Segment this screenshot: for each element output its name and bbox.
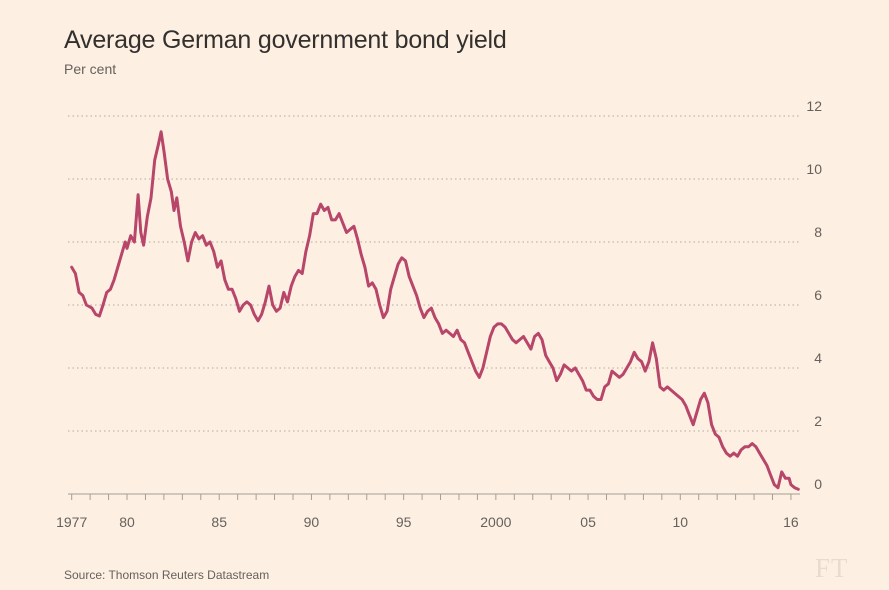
y-tick-label-12: 12 — [806, 98, 822, 114]
x-tick-label-1977: 1977 — [56, 514, 87, 530]
x-tick-label-80: 80 — [119, 514, 135, 530]
x-tick-label-85: 85 — [211, 514, 227, 530]
chart-title: Average German government bond yield — [64, 26, 507, 54]
chart-subtitle: Per cent — [64, 61, 117, 77]
y-tick-label-10: 10 — [806, 161, 822, 177]
y-tick-label-0: 0 — [814, 476, 822, 492]
y-tick-label-6: 6 — [814, 287, 822, 303]
grid — [68, 115, 800, 432]
ft-logo: FT — [815, 553, 849, 583]
x-tick-label-2000: 2000 — [480, 514, 511, 530]
y-tick-label-4: 4 — [814, 350, 822, 366]
source-note: Source: Thomson Reuters Datastream — [64, 568, 270, 582]
series — [70, 130, 800, 491]
x-axis: 1977 80 85 90 95 2000 05 10 16 — [56, 493, 800, 530]
x-tick-label-95: 95 — [396, 514, 412, 530]
y-tick-label-8: 8 — [814, 224, 822, 240]
y-tick-label-2: 2 — [814, 413, 822, 429]
x-tick-label-90: 90 — [304, 514, 320, 530]
x-tick-label-10: 10 — [672, 514, 688, 530]
y-axis-labels: 0 2 4 6 8 10 12 — [806, 98, 822, 492]
x-tick-label-05: 05 — [580, 514, 596, 530]
x-tick-label-16: 16 — [783, 514, 799, 530]
series-line-0 — [70, 130, 800, 491]
